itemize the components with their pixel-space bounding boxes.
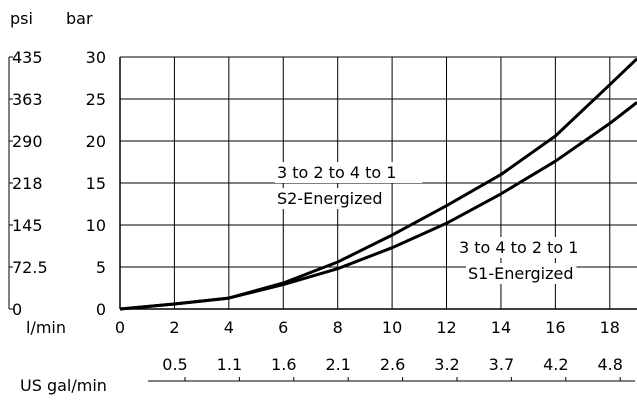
x-tick-label: 6 bbox=[278, 318, 288, 337]
x2-tick-label: 1.1 bbox=[217, 355, 242, 374]
x-tick-label: 8 bbox=[333, 318, 343, 337]
psi-tick-label: 0 bbox=[12, 300, 22, 319]
bar-tick-label: 15 bbox=[86, 174, 106, 193]
x2-tick-label: 0.5 bbox=[162, 355, 187, 374]
psi-unit-label: psi bbox=[10, 9, 33, 28]
axes bbox=[8, 56, 637, 382]
curves bbox=[119, 57, 637, 311]
bar-unit-label: bar bbox=[66, 9, 93, 28]
x-tick-label: 12 bbox=[436, 318, 456, 337]
x-tick-label: 0 bbox=[115, 318, 125, 337]
x2-tick-label: 1.6 bbox=[271, 355, 296, 374]
curve-annotation: 3 to 4 to 2 to 1 bbox=[459, 238, 578, 257]
psi-tick-label: 145 bbox=[12, 216, 43, 235]
curve-annotation: 3 to 2 to 4 to 1 bbox=[277, 163, 396, 182]
x2-tick-label: 2.1 bbox=[325, 355, 350, 374]
bar-tick-label: 10 bbox=[86, 216, 106, 235]
annotation-bg bbox=[275, 162, 423, 183]
bar-tick-label: 0 bbox=[96, 300, 106, 319]
psi-tick-label: 72.5 bbox=[12, 258, 48, 277]
psi-tick-label: 218 bbox=[12, 174, 43, 193]
x-tick-label: 10 bbox=[382, 318, 402, 337]
curve-annotation: S2-Energized bbox=[277, 189, 383, 208]
x2-tick-label: 2.6 bbox=[380, 355, 405, 374]
x2-unit-label: US gal/min bbox=[20, 376, 107, 395]
psi-tick-label: 435 bbox=[12, 48, 43, 67]
x-tick-label: 14 bbox=[491, 318, 511, 337]
bar-tick-label: 25 bbox=[86, 90, 106, 109]
x-tick-label: 18 bbox=[600, 318, 620, 337]
curve-annotation: S1-Energized bbox=[468, 264, 574, 283]
psi-tick-label: 363 bbox=[12, 90, 43, 109]
x-tick-label: 16 bbox=[545, 318, 565, 337]
annotation-bg bbox=[466, 263, 577, 284]
x2-tick-label: 3.7 bbox=[489, 355, 514, 374]
x2-tick-label: 4.8 bbox=[597, 355, 622, 374]
x2-tick-label: 3.2 bbox=[434, 355, 459, 374]
annotation-bg bbox=[275, 188, 386, 209]
x-tick-label: 2 bbox=[169, 318, 179, 337]
psi-tick-label: 290 bbox=[12, 132, 43, 151]
series-curve-s1-energized bbox=[119, 101, 637, 311]
x-unit-label: l/min bbox=[26, 318, 66, 337]
x2-tick-label: 4.2 bbox=[543, 355, 568, 374]
bar-tick-label: 5 bbox=[96, 258, 106, 277]
bar-tick-label: 20 bbox=[86, 132, 106, 151]
bar-tick-label: 30 bbox=[86, 48, 106, 67]
annotation-bg bbox=[457, 237, 605, 258]
x-tick-label: 4 bbox=[224, 318, 234, 337]
